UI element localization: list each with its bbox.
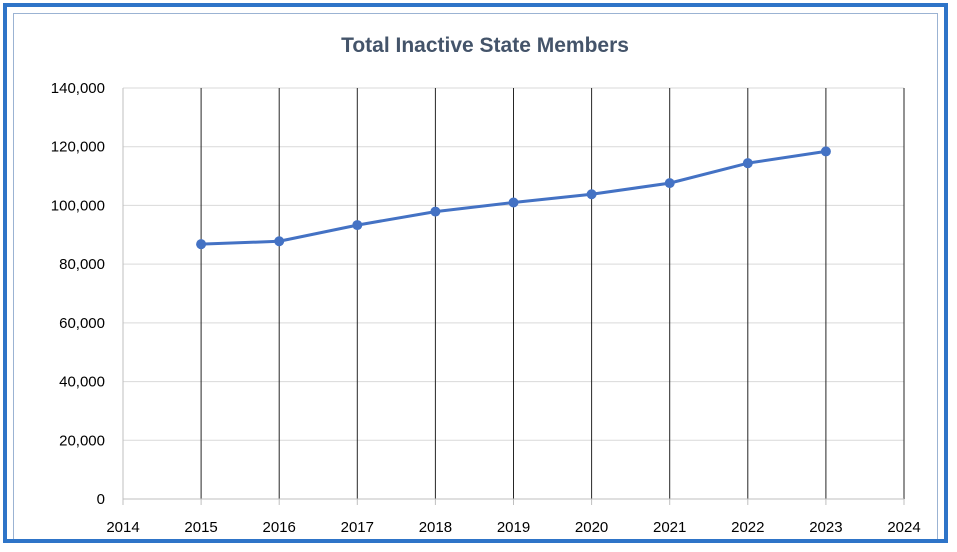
x-tick-label: 2022 [731, 519, 764, 536]
y-tick-label: 20,000 [59, 432, 105, 449]
x-tick-label: 2016 [263, 519, 296, 536]
y-tick-label: 100,000 [51, 197, 105, 214]
x-tick-label: 2021 [653, 519, 686, 536]
data-point [430, 206, 441, 217]
data-point [742, 158, 753, 169]
axes [122, 88, 905, 505]
x-tick-labels: 2014 2015 2016 2017 2018 2019 2020 2021 2022 2023… [106, 519, 920, 536]
y-tick-labels: 0 20,000 40,000 60,000 80,000 100,000 120,000 1… [51, 80, 105, 508]
data-point [586, 189, 597, 200]
data-point [352, 220, 363, 231]
series-group [196, 146, 831, 250]
data-point [196, 239, 207, 250]
x-tick-label: 2018 [419, 519, 452, 536]
x-tick-label: 2019 [497, 519, 530, 536]
data-point [274, 236, 285, 247]
data-point [820, 146, 831, 157]
x-tick-label: 2024 [887, 519, 920, 536]
x-tick-label: 2023 [809, 519, 842, 536]
y-tick-label: 60,000 [59, 315, 105, 332]
y-tick-label: 140,000 [51, 80, 105, 97]
x-tick-label: 2020 [575, 519, 608, 536]
chart-border [13, 13, 938, 539]
data-point [664, 178, 675, 189]
y-tick-label: 0 [97, 491, 105, 508]
data-point [508, 197, 519, 208]
y-tick-label: 80,000 [59, 256, 105, 273]
y-tick-label: 40,000 [59, 374, 105, 391]
x-tick-label: 2017 [341, 519, 374, 536]
x-tick-label: 2015 [184, 519, 217, 536]
x-tick-label: 2014 [106, 519, 139, 536]
grid-lines [123, 87, 905, 499]
y-tick-label: 120,000 [51, 139, 105, 156]
chart-frame [3, 3, 948, 543]
chart-title: Total Inactive State Members [341, 34, 629, 57]
